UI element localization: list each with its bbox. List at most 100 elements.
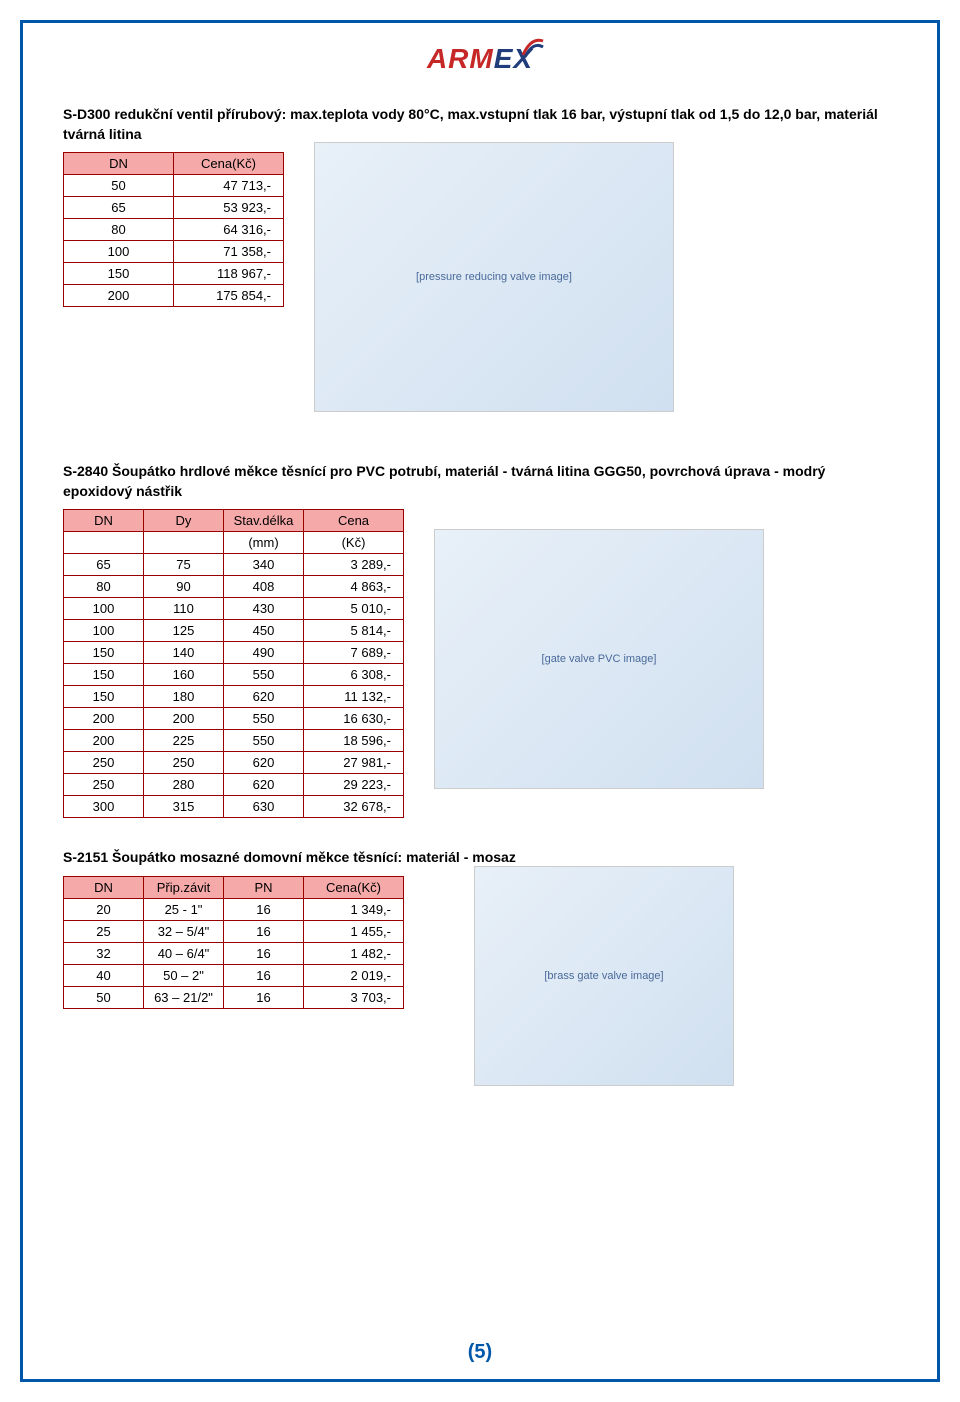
col-dn: DN bbox=[64, 876, 144, 898]
table-cell: 340 bbox=[224, 554, 304, 576]
table-cell: 16 bbox=[224, 986, 304, 1008]
col-stavdelka: Stav.délka bbox=[224, 510, 304, 532]
table-cell: 140 bbox=[144, 642, 224, 664]
table-cell: 225 bbox=[144, 730, 224, 752]
table-cell: 150 bbox=[64, 686, 144, 708]
table-cell: 200 bbox=[144, 708, 224, 730]
table-row: 20020055016 630,- bbox=[64, 708, 404, 730]
section-s2151: S-2151 Šoupátko mosazné domovní měkce tě… bbox=[63, 848, 897, 1086]
table-cell: 150 bbox=[64, 664, 144, 686]
table-row: 2025 - 1"161 349,- bbox=[64, 898, 404, 920]
table-cell: 29 223,- bbox=[304, 774, 404, 796]
col-pripzavit: Přip.závit bbox=[144, 876, 224, 898]
table-cell: 4 863,- bbox=[304, 576, 404, 598]
table-cell: 430 bbox=[224, 598, 304, 620]
table-cell: 20 bbox=[64, 898, 144, 920]
section2-body: DN Dy Stav.délka Cena (mm) (Kč) 65753403… bbox=[63, 509, 897, 818]
table-cell: 63 – 21/2" bbox=[144, 986, 224, 1008]
table-row: 1501404907 689,- bbox=[64, 642, 404, 664]
table-cell: 53 923,- bbox=[174, 197, 284, 219]
table-header-row: DN Cena(Kč) bbox=[64, 153, 284, 175]
table-row: 20022555018 596,- bbox=[64, 730, 404, 752]
table-cell: 200 bbox=[64, 285, 174, 307]
table-cell: 100 bbox=[64, 598, 144, 620]
table-cell: 180 bbox=[144, 686, 224, 708]
table-subheader-row: (mm) (Kč) bbox=[64, 532, 404, 554]
table-cell: 110 bbox=[144, 598, 224, 620]
table-cell: 125 bbox=[144, 620, 224, 642]
table-cell: 200 bbox=[64, 730, 144, 752]
table-cell: 50 – 2" bbox=[144, 964, 224, 986]
table-cell: 16 630,- bbox=[304, 708, 404, 730]
table-header-row: DN Dy Stav.délka Cena bbox=[64, 510, 404, 532]
table-cell: 80 bbox=[64, 576, 144, 598]
table-cell: 550 bbox=[224, 730, 304, 752]
table-cell: 490 bbox=[224, 642, 304, 664]
col-cena: Cena(Kč) bbox=[174, 153, 284, 175]
table-cell: 40 bbox=[64, 964, 144, 986]
table-row: 80904084 863,- bbox=[64, 576, 404, 598]
table-cell: 550 bbox=[224, 664, 304, 686]
table-cell: 18 596,- bbox=[304, 730, 404, 752]
logo-container: ARMEX bbox=[63, 43, 897, 75]
table-cell: 50 bbox=[64, 175, 174, 197]
table-cell: 1 455,- bbox=[304, 920, 404, 942]
table-cell: 1 482,- bbox=[304, 942, 404, 964]
table-cell: 32 678,- bbox=[304, 796, 404, 818]
table-row: 5063 – 21/2"163 703,- bbox=[64, 986, 404, 1008]
table-cell: 630 bbox=[224, 796, 304, 818]
table-cell: 150 bbox=[64, 642, 144, 664]
logo-part-arm: ARM bbox=[427, 43, 494, 74]
section2-product-image: [gate valve PVC image] bbox=[434, 529, 764, 789]
table-cell: 75 bbox=[144, 554, 224, 576]
table-cell: 25 - 1" bbox=[144, 898, 224, 920]
table-cell: 450 bbox=[224, 620, 304, 642]
table-cell: 47 713,- bbox=[174, 175, 284, 197]
table-cell: 90 bbox=[144, 576, 224, 598]
table-cell: 32 – 5/4" bbox=[144, 920, 224, 942]
page-frame: ARMEX S-D300 redukční ventil přírubový: … bbox=[20, 20, 940, 1382]
table-cell: 32 bbox=[64, 942, 144, 964]
table-row: 25028062029 223,- bbox=[64, 774, 404, 796]
table-cell: 16 bbox=[224, 942, 304, 964]
section2-title: S-2840 Šoupátko hrdlové měkce těsnící pr… bbox=[63, 462, 897, 501]
table-row: 5047 713,- bbox=[64, 175, 284, 197]
table-row: 6553 923,- bbox=[64, 197, 284, 219]
section3-product-image: [brass gate valve image] bbox=[474, 866, 734, 1086]
table-cell: 3 703,- bbox=[304, 986, 404, 1008]
section3-table: DN Přip.závit PN Cena(Kč) 2025 - 1"161 3… bbox=[63, 876, 404, 1009]
table-cell: 64 316,- bbox=[174, 219, 284, 241]
table-cell: 620 bbox=[224, 752, 304, 774]
col-cena: Cena bbox=[304, 510, 404, 532]
table-cell: 200 bbox=[64, 708, 144, 730]
table-cell: 27 981,- bbox=[304, 752, 404, 774]
table-cell: 7 689,- bbox=[304, 642, 404, 664]
table-cell: 3 289,- bbox=[304, 554, 404, 576]
table-row: 2532 – 5/4"161 455,- bbox=[64, 920, 404, 942]
table-header-row: DN Přip.závit PN Cena(Kč) bbox=[64, 876, 404, 898]
table-cell: 50 bbox=[64, 986, 144, 1008]
table-cell: 5 814,- bbox=[304, 620, 404, 642]
table-row: 1501605506 308,- bbox=[64, 664, 404, 686]
table-cell: 25 bbox=[64, 920, 144, 942]
table-cell: 118 967,- bbox=[174, 263, 284, 285]
logo-swoosh-icon bbox=[521, 35, 545, 59]
table-cell: 1 349,- bbox=[304, 898, 404, 920]
table-cell: 80 bbox=[64, 219, 174, 241]
table-cell: 408 bbox=[224, 576, 304, 598]
table-row: 150118 967,- bbox=[64, 263, 284, 285]
table-row: 8064 316,- bbox=[64, 219, 284, 241]
col-dn: DN bbox=[64, 510, 144, 532]
col-pn: PN bbox=[224, 876, 304, 898]
section-s2840: S-2840 Šoupátko hrdlové měkce těsnící pr… bbox=[63, 462, 897, 818]
sub-dy bbox=[144, 532, 224, 554]
table-cell: 11 132,- bbox=[304, 686, 404, 708]
sub-kc: (Kč) bbox=[304, 532, 404, 554]
section-sd300: S-D300 redukční ventil přírubový: max.te… bbox=[63, 105, 897, 412]
table-cell: 5 010,- bbox=[304, 598, 404, 620]
table-cell: 250 bbox=[144, 752, 224, 774]
col-dy: Dy bbox=[144, 510, 224, 532]
table-cell: 16 bbox=[224, 964, 304, 986]
table-cell: 6 308,- bbox=[304, 664, 404, 686]
table-row: 200175 854,- bbox=[64, 285, 284, 307]
